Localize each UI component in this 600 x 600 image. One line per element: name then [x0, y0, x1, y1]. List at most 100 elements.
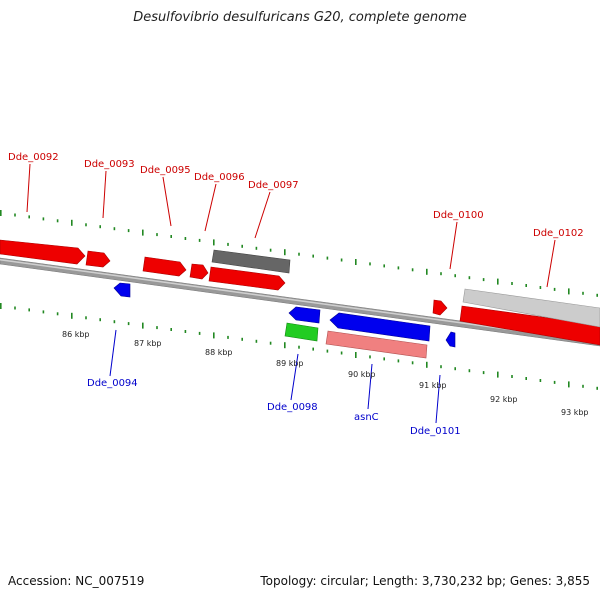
label-dde-0092[interactable]: Dde_0092: [8, 152, 59, 163]
lower-tick-26: [369, 355, 371, 359]
lower-tick-4: [56, 312, 59, 316]
lower-tick-19: [269, 341, 272, 345]
leader-dde-0094: [109, 329, 117, 377]
lower-tick-17: [241, 337, 243, 341]
lower-tick-0: [0, 303, 2, 309]
label-dde-0097[interactable]: Dde_0097: [248, 180, 299, 191]
lower-tick-28: [397, 359, 400, 363]
lower-tick-8: [113, 320, 116, 324]
leader-dde-0102: [546, 239, 556, 288]
lower-tick-34: [482, 371, 485, 375]
label-dde-0100[interactable]: Dde_0100: [433, 210, 484, 221]
lower-scale-ticks: [0, 303, 598, 390]
upper-scale-ticks: [0, 210, 598, 297]
lower-tick-33: [468, 369, 471, 373]
gene-dde-0095[interactable]: [142, 256, 187, 277]
lower-tick-1: [14, 306, 16, 310]
topology-text: Topology: circular; Length: 3,730,232 bp…: [260, 574, 590, 588]
accession-text: Accession: NC_007519: [8, 574, 145, 588]
kbp-label-87: 87 kbp: [134, 339, 162, 348]
gene-dde-0094[interactable]: [113, 282, 131, 298]
leader-dde-0100: [449, 221, 458, 270]
lower-tick-11: [156, 326, 158, 330]
leader-asnc: [367, 363, 373, 410]
upper-tick-13: [184, 237, 187, 240]
kbp-label-88: 88 kbp: [205, 348, 233, 357]
lower-tick-20: [284, 342, 286, 349]
leader-dde-0101: [435, 374, 441, 424]
upper-tick-26: [369, 262, 371, 266]
kbp-label-92: 92 kbp: [490, 395, 518, 404]
gene-dde-0101[interactable]: [445, 331, 456, 348]
gene-grey-dark[interactable]: [211, 249, 291, 274]
upper-tick-32: [454, 274, 456, 278]
upper-tick-14: [198, 238, 201, 242]
upper-tick-31: [440, 272, 442, 276]
gene-grey-light[interactable]: [462, 288, 600, 328]
gene-dde-0093[interactable]: [85, 250, 111, 268]
gene-asnc[interactable]: [329, 312, 431, 342]
lower-tick-35: [497, 371, 499, 378]
kbp-label-89: 89 kbp: [276, 359, 304, 368]
lower-tick-7: [99, 318, 101, 322]
gene-dde-0092[interactable]: [0, 239, 86, 265]
lower-tick-5: [71, 312, 73, 319]
lower-tick-9: [127, 322, 130, 326]
upper-tick-34: [482, 278, 485, 282]
upper-tick-10: [142, 229, 144, 236]
gene-dde-0098-reverse[interactable]: [288, 306, 321, 324]
upper-tick-24: [340, 258, 343, 262]
lower-tick-24: [340, 351, 343, 355]
gene-rna-green[interactable]: [284, 322, 319, 342]
label-dde-0098[interactable]: Dde_0098: [267, 402, 318, 413]
upper-tick-19: [269, 248, 272, 252]
label-dde-0102[interactable]: Dde_0102: [533, 228, 584, 239]
upper-tick-27: [383, 264, 385, 268]
upper-tick-41: [582, 291, 584, 295]
lower-tick-25: [355, 352, 357, 358]
genome-title: Desulfovibrio desulfuricans G20, complet…: [133, 10, 467, 25]
upper-tick-3: [42, 217, 45, 221]
lower-tick-31: [440, 365, 442, 369]
upper-tick-37: [525, 284, 527, 287]
gene-dde-0096[interactable]: [189, 263, 209, 280]
label-dde-0101[interactable]: Dde_0101: [410, 426, 461, 437]
upper-tick-8: [113, 227, 116, 231]
upper-tick-7: [99, 225, 101, 229]
label-asnc[interactable]: asnC: [354, 412, 379, 423]
lower-tick-10: [142, 322, 144, 329]
upper-leader-lines: [26, 163, 556, 288]
lower-tick-36: [511, 375, 513, 378]
upper-tick-23: [326, 256, 329, 260]
upper-tick-11: [156, 233, 158, 237]
kbp-scale-labels: 86 kbp 87 kbp 88 kbp 89 kbp 90 kbp 91 kb…: [62, 330, 589, 417]
label-dde-0096[interactable]: Dde_0096: [194, 172, 245, 183]
upper-tick-1: [14, 213, 16, 217]
upper-tick-36: [511, 282, 513, 285]
lower-tick-14: [198, 331, 201, 335]
lower-tick-6: [85, 316, 87, 320]
lower-tick-37: [525, 377, 527, 380]
lower-tick-42: [596, 386, 598, 390]
kbp-label-93: 93 kbp: [561, 408, 589, 417]
leader-dde-0095: [162, 176, 172, 227]
upper-tick-5: [71, 219, 73, 226]
gene-pink[interactable]: [325, 330, 428, 359]
lower-tick-38: [539, 379, 542, 382]
upper-tick-16: [227, 242, 229, 246]
label-dde-0095[interactable]: Dde_0095: [140, 165, 191, 176]
label-dde-0093[interactable]: Dde_0093: [84, 159, 135, 170]
leader-dde-0098: [290, 353, 299, 401]
lower-tick-40: [568, 381, 570, 388]
gene-dde-0100[interactable]: [432, 299, 448, 316]
lower-tick-15: [213, 332, 215, 339]
lower-tick-27: [383, 357, 385, 361]
gene-dde-0097[interactable]: [208, 266, 286, 291]
lower-tick-3: [42, 310, 45, 314]
upper-tick-28: [397, 266, 400, 270]
upper-tick-4: [56, 219, 59, 223]
label-dde-0094[interactable]: Dde_0094: [87, 378, 138, 389]
lower-tick-32: [454, 367, 456, 371]
upper-tick-33: [468, 276, 471, 280]
lower-tick-30: [426, 361, 428, 368]
